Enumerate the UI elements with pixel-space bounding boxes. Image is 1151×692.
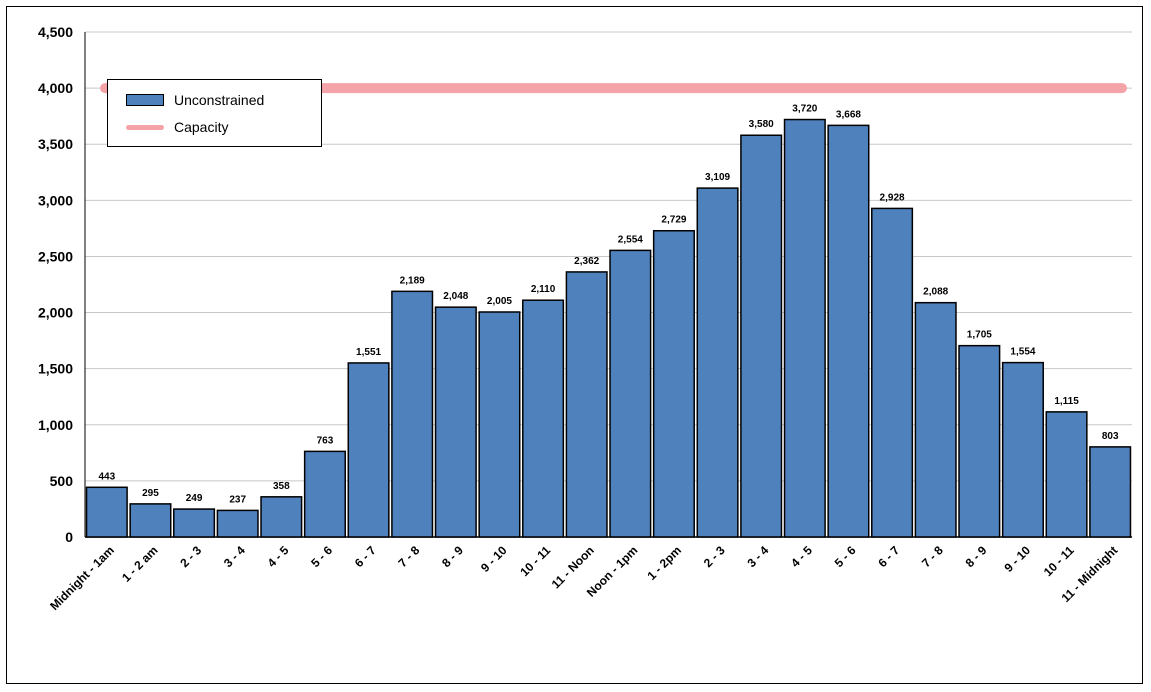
data-label: 3,720: [792, 104, 817, 115]
bar: [391, 290, 434, 538]
y-tick-label: 1,500: [38, 361, 73, 377]
y-tick-label: 4,000: [38, 80, 73, 96]
x-tick-label: 8 - 9: [439, 543, 466, 570]
bar: [303, 450, 346, 538]
legend-item-unconstrained: Unconstrained: [126, 92, 264, 108]
bar: [260, 496, 303, 538]
bar: [85, 486, 128, 538]
x-tick-label: 6 - 7: [352, 543, 379, 570]
x-tick-label: 3 - 4: [221, 543, 248, 570]
x-tick-label: 4 - 5: [788, 543, 815, 570]
y-tick-label: 500: [50, 473, 74, 489]
data-label: 763: [317, 435, 334, 446]
bar: [522, 299, 565, 538]
x-tick-label: 10 - 11: [1041, 543, 1077, 579]
bar: [696, 187, 739, 538]
legend-item-capacity: Capacity: [126, 119, 228, 135]
legend: Unconstrained Capacity: [107, 79, 322, 147]
legend-swatch-line: [126, 124, 164, 130]
x-tick-label: 9 - 10: [1001, 543, 1033, 575]
data-label: 1,554: [1010, 347, 1035, 358]
bar: [129, 503, 172, 538]
data-label: 803: [1102, 431, 1119, 442]
chart-area: [6, 6, 1143, 684]
bar: [173, 508, 216, 538]
data-label: 3,668: [836, 109, 861, 120]
data-label: 1,705: [967, 330, 992, 341]
x-tick-label: 7 - 8: [395, 543, 422, 570]
bar: [740, 134, 783, 538]
data-label: 237: [229, 494, 246, 505]
y-tick-label: 1,000: [38, 417, 73, 433]
legend-label-capacity: Capacity: [174, 119, 229, 135]
data-label: 2,048: [443, 291, 468, 302]
data-label: 295: [142, 488, 159, 499]
data-label: 2,362: [574, 256, 599, 267]
data-label: 443: [98, 471, 115, 482]
data-label: 2,189: [400, 275, 425, 286]
bar: [216, 509, 259, 538]
x-tick-label: 7 - 8: [919, 543, 946, 570]
bar: [958, 344, 1001, 538]
x-tick-label: 9 - 10: [478, 543, 510, 575]
x-tick-label: 1 - 2 am: [119, 543, 161, 585]
y-tick-label: 3,500: [38, 136, 73, 152]
x-tick-label: Midnight - 1am: [47, 543, 117, 613]
data-label: 2,088: [923, 287, 948, 298]
x-tick-label: 10 - 11: [517, 543, 553, 579]
bar: [565, 271, 608, 538]
bar: [347, 362, 390, 538]
data-label: 1,551: [356, 347, 381, 358]
y-tick-label: 2,500: [38, 248, 73, 264]
bar: [783, 118, 826, 538]
data-label: 2,928: [880, 192, 905, 203]
bar: [609, 249, 652, 538]
data-label: 2,554: [618, 234, 643, 245]
data-label: 2,729: [661, 215, 686, 226]
y-tick-label: 0: [65, 529, 73, 545]
bar: [1001, 361, 1044, 538]
y-tick-label: 3,000: [38, 192, 73, 208]
x-tick-label: 1 - 2pm: [644, 543, 684, 583]
bar: [434, 306, 477, 538]
legend-label-unconstrained: Unconstrained: [174, 92, 265, 108]
data-label: 1,115: [1054, 396, 1079, 407]
x-tick-label: 2 - 3: [701, 543, 728, 570]
bar: [652, 229, 695, 538]
y-tick-label: 4,500: [38, 24, 73, 40]
x-tick-label: 8 - 9: [963, 543, 990, 570]
bar: [1089, 446, 1132, 538]
bar: [478, 311, 521, 538]
data-label: 2,005: [487, 296, 512, 307]
x-tick-label: 3 - 4: [744, 543, 771, 570]
x-tick-label: 4 - 5: [265, 543, 292, 570]
x-tick-label: 5 - 6: [308, 543, 335, 570]
bar: [827, 124, 870, 538]
data-label: 358: [273, 481, 290, 492]
data-label: 2,110: [531, 284, 556, 295]
bar: [1045, 411, 1088, 538]
y-tick-label: 2,000: [38, 305, 73, 321]
data-label: 3,109: [705, 172, 730, 183]
bar: [914, 301, 957, 538]
x-tick-label: 6 - 7: [875, 543, 902, 570]
legend-swatch-bar: [126, 94, 164, 106]
data-label: 3,580: [749, 119, 774, 130]
bar: [871, 207, 914, 538]
x-tick-label: 2 - 3: [177, 543, 204, 570]
x-tick-label: 5 - 6: [832, 543, 859, 570]
data-label: 249: [186, 493, 203, 504]
